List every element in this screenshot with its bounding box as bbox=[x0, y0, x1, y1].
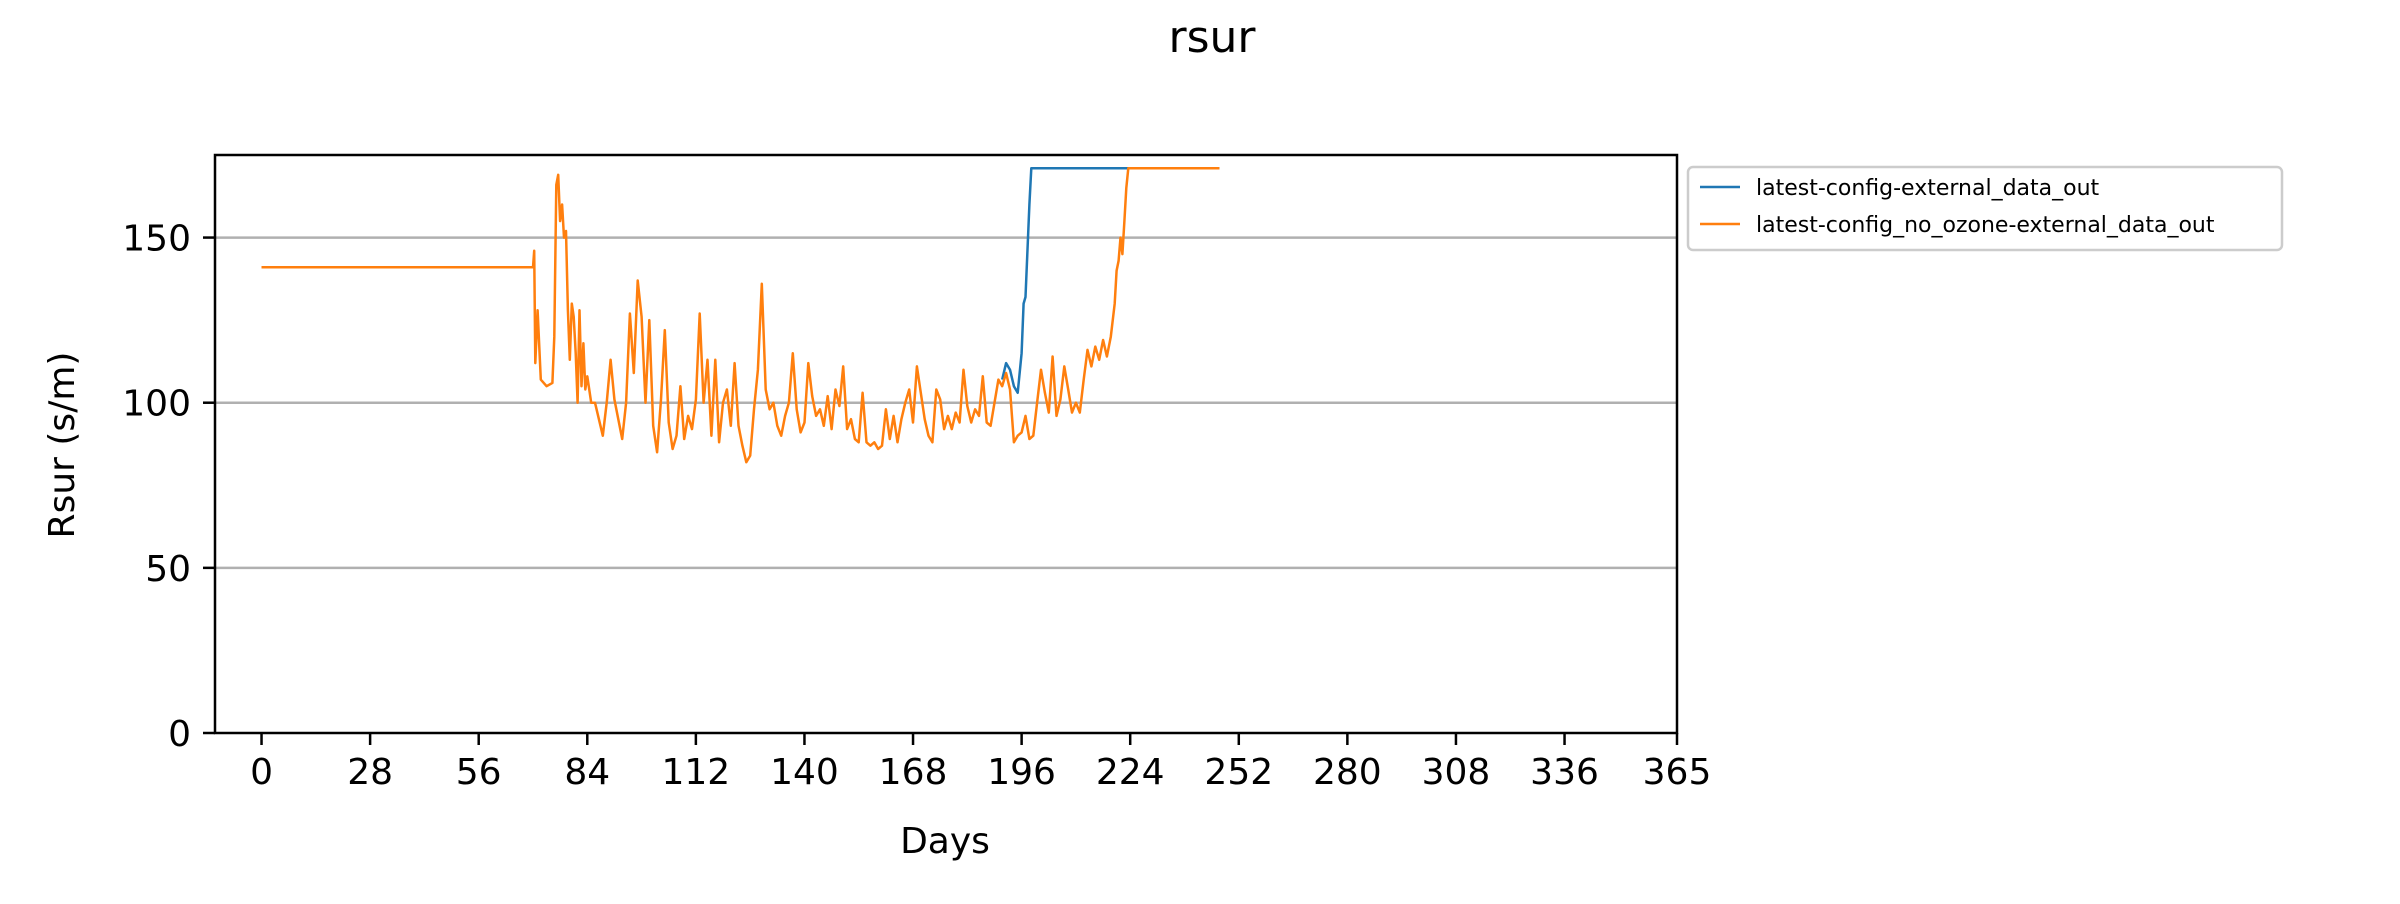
x-tick-label: 168 bbox=[879, 752, 948, 793]
x-tick-label: 224 bbox=[1096, 752, 1165, 793]
x-tick-label: 112 bbox=[662, 752, 731, 793]
series-line-1 bbox=[1000, 166, 1220, 395]
gridlines bbox=[215, 236, 1677, 570]
legend-label: latest-config-external_data_out bbox=[1756, 176, 2100, 201]
y-tick-label: 100 bbox=[122, 384, 191, 425]
x-tick-label: 280 bbox=[1313, 752, 1382, 793]
y-axis-label: Rsur (s/m) bbox=[42, 352, 83, 539]
x-tick-label: 336 bbox=[1530, 752, 1599, 793]
x-tick-label: 28 bbox=[347, 752, 393, 793]
x-axis-ticks: 0 28 56 84 112 140 168 196 224 252 280 308 336 365 bbox=[250, 733, 1711, 793]
legend-label: latest-config_no_ozone-external_data_out bbox=[1756, 213, 2215, 238]
y-tick-label: 50 bbox=[145, 549, 191, 590]
y-tick-label: 150 bbox=[122, 219, 191, 260]
chart-title: rsur bbox=[1169, 12, 1257, 63]
y-tick-label: 0 bbox=[168, 714, 191, 755]
x-tick-label: 196 bbox=[987, 752, 1056, 793]
y-axis-ticks: 0 50 100 150 bbox=[122, 219, 215, 755]
legend-box bbox=[1686, 165, 2284, 252]
x-tick-label: 308 bbox=[1422, 752, 1491, 793]
x-tick-label: 0 bbox=[250, 752, 273, 793]
legend: latest-config-external_data_out latest-co… bbox=[1686, 165, 2284, 252]
series-lines bbox=[261, 166, 1220, 464]
x-tick-label: 140 bbox=[770, 752, 839, 793]
x-tick-label: 252 bbox=[1204, 752, 1273, 793]
series-line-2 bbox=[261, 166, 1220, 464]
x-tick-label: 365 bbox=[1643, 752, 1712, 793]
x-tick-label: 84 bbox=[564, 752, 610, 793]
x-axis-label: Days bbox=[900, 821, 990, 862]
plot-frame bbox=[213, 153, 1679, 735]
x-tick-label: 56 bbox=[456, 752, 502, 793]
